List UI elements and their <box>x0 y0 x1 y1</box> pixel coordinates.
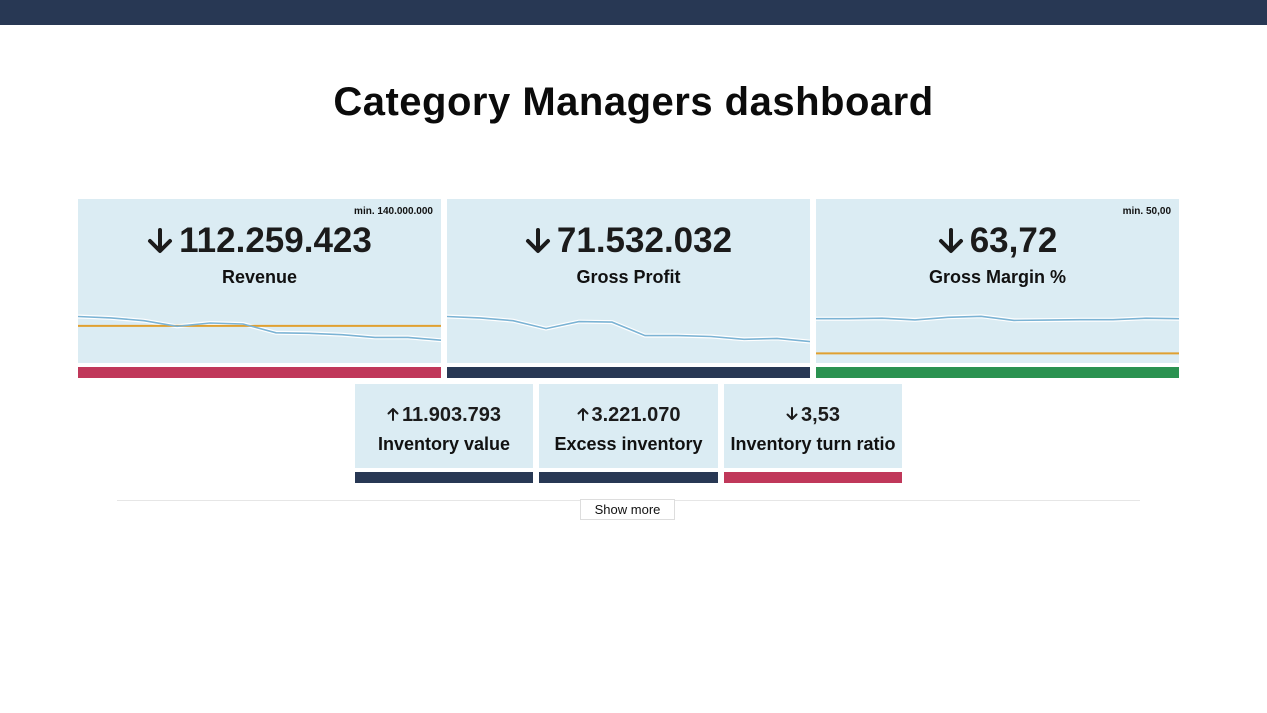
kpi-label: Revenue <box>221 267 298 287</box>
revenue-sparkline <box>78 314 441 343</box>
kpi-card-gross-profit[interactable]: 71.532.032 Gross Profit <box>447 199 810 363</box>
min-threshold-label: min. 50,00 <box>1122 206 1171 217</box>
series-line <box>78 315 441 341</box>
gross-margin-sparkline <box>816 314 1179 355</box>
status-bar-gross-margin <box>816 367 1179 378</box>
page-title: Category Managers dashboard <box>333 80 934 124</box>
show-more-button[interactable]: Show more <box>580 499 675 520</box>
status-bar-revenue <box>78 367 441 378</box>
status-bar-gross-profit <box>447 367 810 378</box>
kpi-value: 3,53 <box>801 404 840 426</box>
arrow-down-icon <box>786 404 798 427</box>
kpi-label: Gross Margin % <box>928 267 1067 287</box>
series-line <box>447 315 810 343</box>
arrow-down-icon <box>147 223 173 263</box>
arrow-up-icon <box>387 404 399 427</box>
kpi-card-inventory-value[interactable]: 11.903.793 Inventory value <box>355 384 533 468</box>
status-bar-inventory-turn-ratio <box>724 472 902 483</box>
arrow-up-icon <box>577 404 589 427</box>
series-line <box>816 315 1179 322</box>
kpi-card-gross-margin[interactable]: min. 50,00 63,72 Gross Margin % <box>816 199 1179 363</box>
kpi-value-row: 3.221.070 <box>539 404 718 427</box>
kpi-value: 112.259.423 <box>179 221 372 260</box>
kpi-value-row: 71.532.032 <box>447 221 810 263</box>
status-bar-excess-inventory <box>539 472 718 483</box>
kpi-label: Excess inventory <box>554 434 703 454</box>
arrow-down-icon <box>938 223 964 263</box>
kpi-label: Gross Profit <box>576 267 681 287</box>
kpi-card-inventory-turn-ratio[interactable]: 3,53 Inventory turn ratio <box>724 384 902 468</box>
kpi-value: 3.221.070 <box>591 404 681 426</box>
kpi-value-row: 3,53 <box>724 404 902 427</box>
gross-profit-sparkline <box>447 314 810 344</box>
arrow-down-icon <box>525 223 551 263</box>
kpi-card-revenue[interactable]: min. 140.000.000 112.259.423 Revenue <box>78 199 441 363</box>
kpi-value-row: 11.903.793 <box>355 404 533 427</box>
min-threshold-label: min. 140.000.000 <box>354 206 433 217</box>
status-bar-inventory-value <box>355 472 533 483</box>
kpi-value: 71.532.032 <box>556 221 733 260</box>
kpi-value-row: 63,72 <box>816 221 1179 263</box>
kpi-label: Inventory turn ratio <box>730 434 896 454</box>
kpi-label: Inventory value <box>377 434 511 454</box>
top-bar <box>0 0 1267 25</box>
kpi-value: 11.903.793 <box>402 404 501 426</box>
kpi-value: 63,72 <box>969 221 1058 260</box>
kpi-value-row: 112.259.423 <box>78 221 441 263</box>
kpi-card-excess-inventory[interactable]: 3.221.070 Excess inventory <box>539 384 718 468</box>
